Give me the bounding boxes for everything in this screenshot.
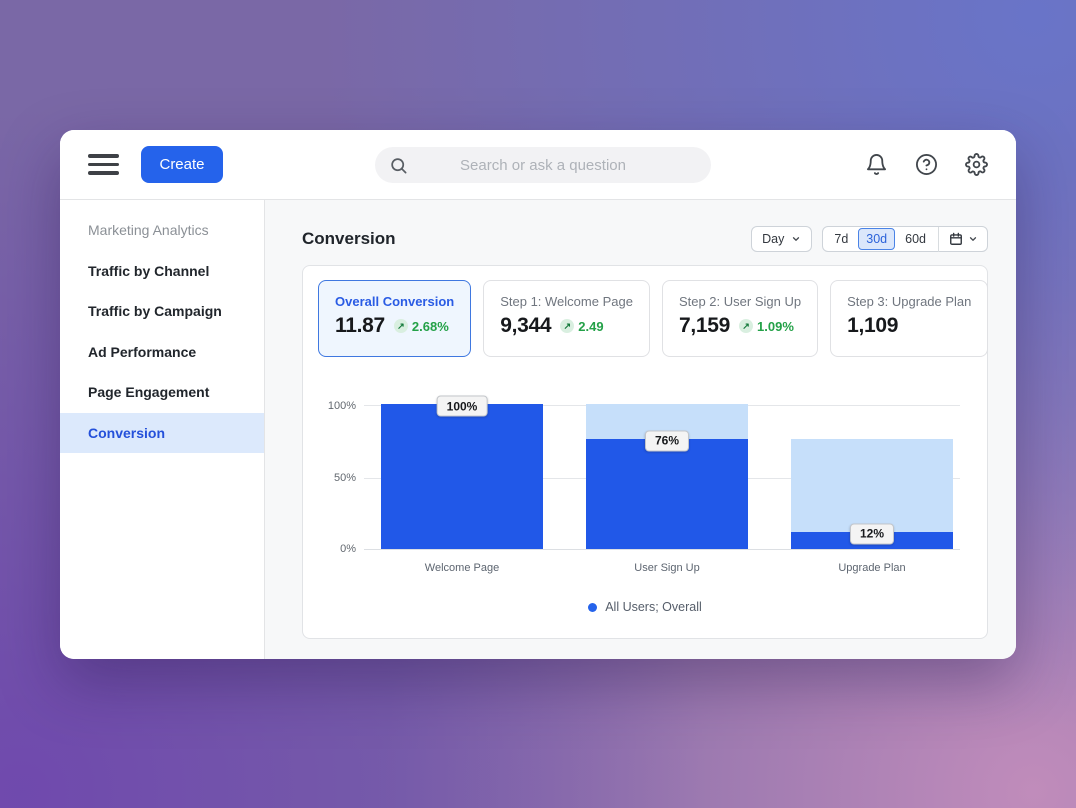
main-content: Conversion Day 7d 30d 60d xyxy=(265,200,1016,659)
create-button[interactable]: Create xyxy=(141,146,223,183)
trend-up-icon: ↗ xyxy=(739,319,754,333)
sidebar-section-label: Marketing Analytics xyxy=(88,222,209,239)
range-option-60d[interactable]: 60d xyxy=(897,228,934,250)
kpi-title: Step 1: Welcome Page xyxy=(500,294,633,309)
search-icon xyxy=(391,157,407,173)
y-tick: 0% xyxy=(340,543,356,555)
kpi-value-row: 7,159 ↗ 1.09% xyxy=(679,314,801,338)
x-axis-label: Upgrade Plan xyxy=(838,562,906,574)
kpi-value: 7,159 xyxy=(678,314,731,337)
sidebar-item-conversion[interactable]: Conversion xyxy=(60,412,264,453)
kpi-title: Step 3: Upgrade Plan xyxy=(847,294,972,309)
range-option-7d[interactable]: 7d xyxy=(826,228,856,250)
range-option-30d[interactable]: 30d xyxy=(858,228,896,250)
kpi-delta: ↗ 2.49 xyxy=(560,318,604,334)
bar-value-label: 12% xyxy=(849,523,895,545)
kpi-delta-value: 2.49 xyxy=(578,318,604,334)
sidebar: Marketing Analytics Traffic by Channel Tr… xyxy=(60,200,265,659)
kpi-title: Overall Conversion xyxy=(335,294,455,309)
kpi-value: 11.87 xyxy=(335,314,385,337)
bar-value-label: 100% xyxy=(436,395,488,417)
date-picker-button[interactable] xyxy=(942,228,985,250)
search-input[interactable] xyxy=(375,147,711,183)
trend-up-icon: ↗ xyxy=(393,319,408,333)
y-tick: 100% xyxy=(327,400,356,412)
sidebar-item-traffic-by-campaign[interactable]: Traffic by Campaign xyxy=(88,303,222,320)
interval-dropdown-label: Day xyxy=(762,232,785,246)
kpi-delta-value: 1.09% xyxy=(757,318,794,334)
notifications-button[interactable] xyxy=(865,153,888,176)
kpi-value-row: 9,344 ↗ 2.49 xyxy=(500,314,633,338)
kpi-card[interactable]: Step 3: Upgrade Plan 1,109 xyxy=(830,280,989,357)
sidebar-item-page-engagement[interactable]: Page Engagement xyxy=(88,384,210,401)
bar-0[interactable] xyxy=(381,404,543,549)
gear-icon xyxy=(965,153,988,176)
menu-icon[interactable] xyxy=(88,154,119,175)
interval-dropdown[interactable]: Day xyxy=(751,226,813,252)
kpi-value-row: 11.87 ↗ 2.68% xyxy=(335,314,454,338)
plot-area: 100% 50% 0% 100% 76% 12% xyxy=(328,395,960,555)
kpi-card[interactable]: Step 2: User Sign Up 7,159 ↗ 1.09% xyxy=(661,280,819,357)
funnel-chart: 100% 50% 0% 100% 76% 12% Welcome Page User Sig… xyxy=(318,395,972,614)
chevron-down-icon xyxy=(969,237,977,241)
range-selector: 7d 30d 60d xyxy=(822,226,988,252)
divider xyxy=(938,226,939,252)
legend-dot xyxy=(588,602,598,612)
kpi-delta: ↗ 2.68% xyxy=(393,318,449,334)
kpi-card[interactable]: Overall Conversion 11.87 ↗ 2.68% xyxy=(318,280,472,357)
trend-up-icon: ↗ xyxy=(560,319,575,333)
bar-1[interactable] xyxy=(586,438,748,549)
search-box[interactable] xyxy=(375,147,711,183)
bar-value-label: 76% xyxy=(644,430,690,452)
kpi-title: Step 2: User Sign Up xyxy=(678,294,802,309)
kpi-delta-value: 2.68% xyxy=(411,318,449,334)
time-controls: Day 7d 30d 60d xyxy=(751,226,988,252)
kpi-delta: ↗ 1.09% xyxy=(739,319,794,334)
chevron-down-icon xyxy=(793,237,800,241)
calendar-icon xyxy=(950,232,962,245)
settings-button[interactable] xyxy=(965,153,988,176)
topbar: Create xyxy=(60,130,1016,200)
kpi-value: 9,344 xyxy=(500,314,552,337)
topbar-actions xyxy=(865,153,988,176)
page-title: Conversion xyxy=(302,229,396,248)
kpi-value: 1,109 xyxy=(847,314,899,337)
x-axis-labels: Welcome Page User Sign Up Upgrade Plan xyxy=(364,550,960,574)
kpi-value-row: 1,109 xyxy=(847,314,971,338)
legend-label: All Users; Overall xyxy=(605,600,702,614)
app-window: Create xyxy=(60,130,1016,659)
page-header: Conversion Day 7d 30d 60d xyxy=(302,226,988,252)
chart-legend: All Users; Overall xyxy=(318,600,972,614)
help-button[interactable] xyxy=(915,153,938,176)
x-axis-label: Welcome Page xyxy=(424,562,500,574)
help-icon xyxy=(916,154,937,175)
sidebar-item-ad-performance[interactable]: Ad Performance xyxy=(88,343,197,360)
kpi-card[interactable]: Step 1: Welcome Page 9,344 ↗ 2.49 xyxy=(483,280,650,357)
sidebar-item-traffic-by-channel[interactable]: Traffic by Channel xyxy=(88,262,210,279)
chart-card: Overall Conversion 11.87 ↗ 2.68% Step 1: Wel… xyxy=(302,265,989,639)
x-axis-label: User Sign Up xyxy=(634,562,700,574)
bell-icon xyxy=(866,154,887,175)
y-tick: 50% xyxy=(333,471,356,484)
